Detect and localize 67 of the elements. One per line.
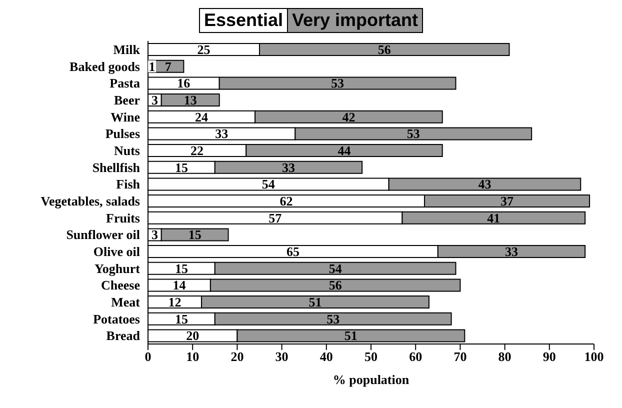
y-tick-label: Fish [116, 176, 141, 192]
data-label: 53 [326, 311, 340, 326]
x-tick-label: 20 [230, 349, 244, 364]
data-label: 65 [286, 244, 300, 260]
y-tick-label: Shellfish [92, 160, 141, 175]
data-label: 42 [342, 109, 356, 124]
series-label: Essential [200, 9, 287, 32]
x-tick-label: 80 [498, 349, 512, 364]
data-label: 25 [197, 42, 211, 58]
x-axis-title: % population [332, 372, 410, 387]
data-label: 15 [174, 160, 188, 175]
y-tick-label: Milk [113, 42, 141, 58]
x-tick-label: 60 [409, 349, 422, 364]
legend-label: Very important [287, 9, 422, 32]
data-label: 51 [344, 328, 358, 344]
data-label: 33 [215, 126, 229, 142]
data-label: 24 [195, 109, 209, 124]
data-label: 44 [338, 143, 352, 158]
data-label: 53 [406, 126, 420, 142]
x-tick-label: 100 [584, 349, 604, 364]
y-tick-label: Pasta [110, 76, 140, 91]
data-label: 15 [174, 260, 188, 276]
data-label: 51 [308, 294, 322, 310]
data-label: 57 [268, 210, 282, 226]
data-label: 7 [164, 58, 172, 74]
y-tick-label: Cheese [101, 278, 140, 293]
data-label: 56 [328, 278, 342, 293]
data-label: 3 [151, 92, 158, 108]
data-label: 37 [500, 194, 514, 209]
data-label: 62 [280, 194, 293, 209]
x-tick-label: 90 [542, 349, 556, 364]
x-tick-label: 40 [320, 349, 333, 364]
data-label: 54 [262, 176, 276, 192]
y-tick-label: Potatoes [93, 311, 140, 326]
y-tick-label: Vegetables, salads [40, 194, 140, 209]
y-tick-label: Bread [106, 328, 141, 344]
data-label: 14 [172, 278, 186, 293]
x-tick-label: 50 [364, 349, 378, 364]
y-tick-label: Beer [114, 92, 140, 108]
data-label: 33 [504, 244, 518, 260]
y-tick-label: Wine [110, 109, 140, 124]
y-tick-label: Sunflower oil [66, 227, 140, 242]
data-label: 33 [282, 160, 296, 175]
y-tick-label: Meat [111, 294, 141, 310]
x-tick-label: 70 [454, 349, 467, 364]
x-tick-label: 0 [144, 349, 152, 364]
y-tick-label: Nuts [114, 143, 140, 158]
data-label: 13 [184, 92, 198, 108]
y-tick-label: Baked goods [70, 58, 140, 74]
x-tick-label: 30 [275, 349, 288, 364]
data-label: 16 [177, 76, 191, 91]
data-label: 41 [487, 210, 500, 226]
data-label: 53 [331, 76, 345, 91]
y-tick-label: Fruits [106, 210, 140, 226]
y-tick-label: Pulses [105, 126, 140, 142]
data-label: 22 [190, 143, 204, 158]
data-label: 54 [328, 260, 342, 276]
x-tick-label: 10 [186, 349, 200, 364]
data-label: 43 [478, 176, 492, 192]
data-label: 20 [186, 328, 200, 344]
y-tick-label: Yoghurt [94, 260, 141, 276]
data-label: 56 [378, 42, 392, 58]
data-label: 12 [168, 294, 182, 310]
data-label: 3 [151, 227, 158, 242]
data-label: 15 [174, 311, 188, 326]
data-label: 15 [188, 227, 202, 242]
y-tick-label: Olive oil [93, 244, 140, 260]
